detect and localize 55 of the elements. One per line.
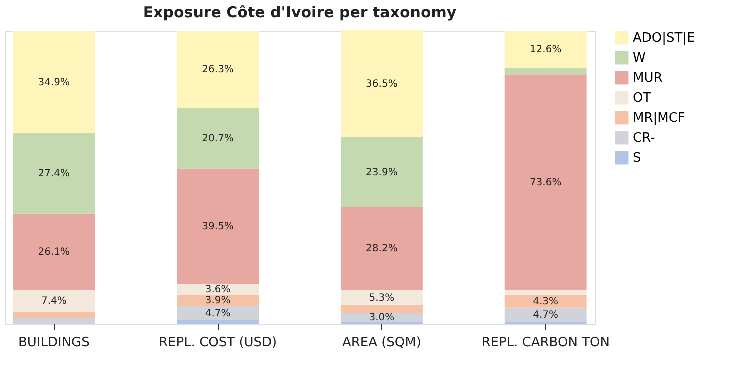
x-tick-label: AREA (SQM) [342,336,422,350]
bar [340,306,423,314]
bar [13,290,96,312]
legend-label: OT [633,91,652,106]
legend-label: S [633,151,642,166]
data-label: 20.7% [202,133,234,144]
bar [13,312,96,318]
data-label: 23.9% [366,167,398,178]
legend-label: MUR [633,71,663,86]
bar [504,290,587,296]
data-label: 26.1% [38,247,70,258]
data-label: 36.5% [366,78,398,90]
data-label: 3.0% [369,312,395,324]
data-label: 28.2% [366,244,398,255]
bar [13,214,96,290]
x-tick-label: REPL. COST (USD) [158,336,278,350]
bar [340,290,423,306]
bar [504,308,587,322]
bar [13,318,96,324]
legend-label: ADO|ST|E [633,31,696,46]
data-label: 4.7% [533,310,559,321]
bar [504,31,587,68]
data-label: 26.3% [202,64,234,76]
bar [340,207,423,290]
x-tick-label: REPL. CARBON TON [482,336,610,350]
data-label: 3.6% [205,284,231,296]
data-label: 12.6% [530,44,562,56]
bar [340,30,423,138]
bar [13,134,96,214]
bar [504,68,587,75]
data-label: 4.3% [533,296,559,308]
bar [177,320,260,324]
bar [177,108,260,169]
data-label: 4.7% [205,308,231,320]
data-label: 5.3% [369,292,395,304]
legend-label: CR- [633,131,656,146]
data-label: 27.4% [38,168,70,180]
bar [177,294,260,306]
data-label: 73.6% [530,177,562,188]
bar [177,306,260,320]
bar [13,31,96,134]
bar [504,295,587,308]
bar [177,168,260,284]
data-label: 7.4% [41,296,67,308]
bar [340,313,423,322]
legend-label: MR|MCF [633,111,686,126]
bar [504,74,587,290]
bar [340,137,423,208]
data-label: 3.9% [205,296,231,307]
legend-label: W [633,51,646,66]
data-label: 39.5% [202,222,234,233]
x-tick-label: BUILDINGS [18,336,90,350]
chart-title: Exposure Côte d'Ivoire per taxonomy [143,3,457,22]
bar [177,31,260,108]
data-label: 34.9% [38,77,70,88]
